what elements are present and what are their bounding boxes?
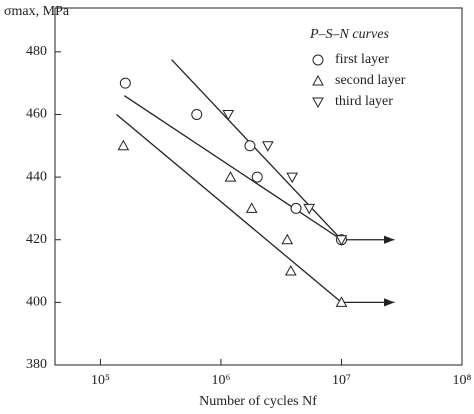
legend-title: P–S–N curves (309, 27, 389, 42)
point (286, 172, 299, 184)
legend-marker (312, 54, 324, 66)
point (244, 140, 256, 152)
fit-line (116, 113, 342, 303)
point (224, 171, 237, 182)
y-axis-label: σmax, MPa (4, 4, 70, 19)
y-tick-label: 460 (26, 107, 47, 122)
x-tick-label: 10⁵ (91, 373, 110, 388)
point (191, 108, 203, 120)
y-tick-label: 400 (26, 295, 47, 310)
point (335, 296, 348, 307)
legend-label: second layer (335, 73, 406, 88)
y-tick-label: 380 (26, 357, 47, 372)
point (261, 141, 274, 152)
point (245, 202, 258, 213)
plot-frame (54, 7, 463, 366)
legend-marker (312, 97, 324, 109)
y-tick-label: 440 (26, 169, 47, 184)
point (222, 109, 235, 121)
point (335, 235, 348, 246)
y-tick-label: 420 (26, 232, 47, 247)
point (117, 139, 130, 151)
x-axis-label: Number of cycles Nf (199, 394, 317, 409)
x-tick-label: 10⁷ (332, 373, 351, 388)
x-tick-label: 10⁶ (211, 373, 230, 388)
point (251, 171, 263, 183)
point (281, 233, 294, 245)
legend-label: first layer (335, 52, 389, 67)
point (284, 265, 297, 276)
legend-marker (312, 74, 324, 86)
y-tick-label: 480 (26, 44, 47, 59)
legend-label: third layer (335, 94, 393, 109)
fit-line (123, 95, 342, 241)
fit-line (171, 59, 342, 241)
point (290, 202, 302, 214)
point (303, 203, 316, 215)
point (119, 77, 131, 89)
x-tick-label: 10⁸ (453, 373, 472, 388)
